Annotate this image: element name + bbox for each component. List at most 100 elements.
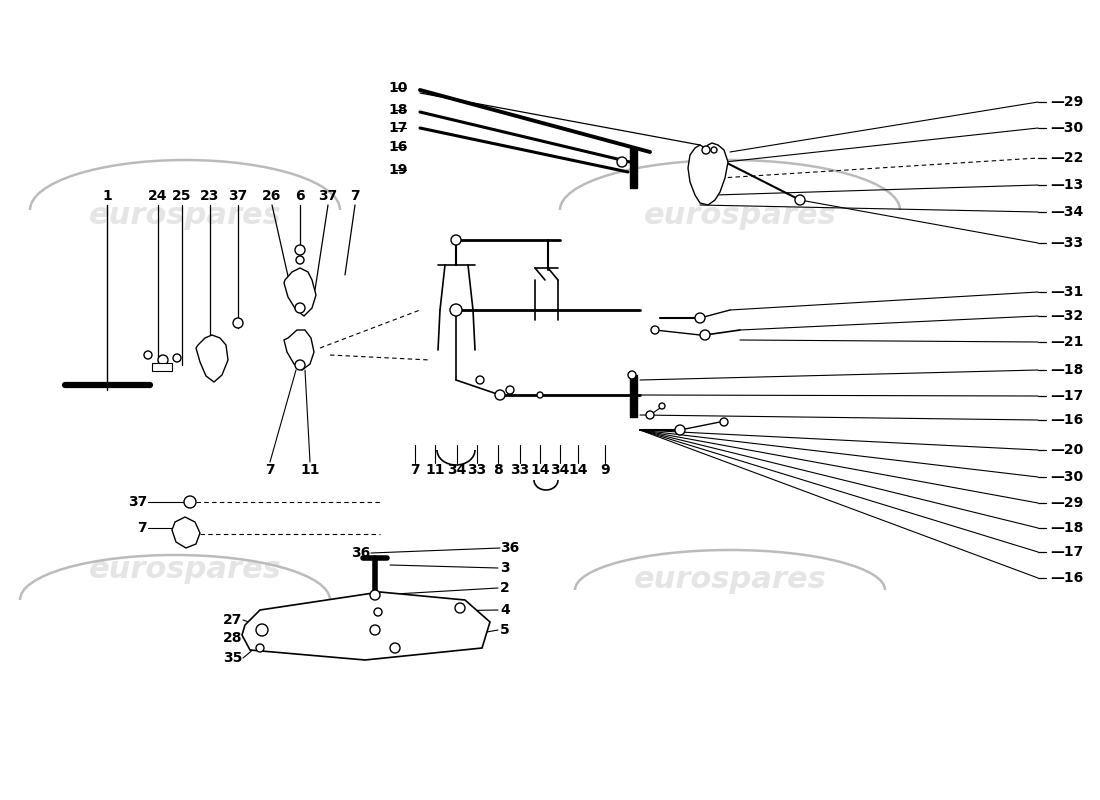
Circle shape xyxy=(144,351,152,359)
Text: 33: 33 xyxy=(510,463,529,477)
Text: 9: 9 xyxy=(601,463,609,477)
Text: 36: 36 xyxy=(500,541,519,555)
Circle shape xyxy=(296,256,304,264)
Circle shape xyxy=(256,624,268,636)
Text: 36: 36 xyxy=(351,546,370,560)
Polygon shape xyxy=(284,330,314,370)
Circle shape xyxy=(695,313,705,323)
Circle shape xyxy=(795,195,805,205)
Text: eurospares: eurospares xyxy=(634,566,826,594)
Circle shape xyxy=(476,376,484,384)
Circle shape xyxy=(233,318,243,328)
Circle shape xyxy=(370,590,379,600)
Circle shape xyxy=(374,608,382,616)
Circle shape xyxy=(537,392,543,398)
Circle shape xyxy=(495,390,505,400)
Text: —17: —17 xyxy=(1050,545,1084,559)
Text: —30: —30 xyxy=(1050,470,1084,484)
Text: —29: —29 xyxy=(1050,496,1084,510)
Text: 1: 1 xyxy=(102,189,112,203)
Text: 37: 37 xyxy=(128,495,147,509)
Text: 16: 16 xyxy=(388,140,408,154)
Circle shape xyxy=(295,245,305,255)
Text: 6: 6 xyxy=(295,189,305,203)
Circle shape xyxy=(295,303,305,313)
Circle shape xyxy=(702,146,710,154)
Text: eurospares: eurospares xyxy=(644,201,836,230)
Circle shape xyxy=(646,411,654,419)
Circle shape xyxy=(506,386,514,394)
Polygon shape xyxy=(196,335,228,382)
Text: —16: —16 xyxy=(1050,413,1084,427)
Circle shape xyxy=(720,418,728,426)
Text: eurospares: eurospares xyxy=(89,201,282,230)
Bar xyxy=(152,363,172,371)
Text: 4: 4 xyxy=(500,603,509,617)
Text: 11: 11 xyxy=(300,463,320,477)
Text: 14: 14 xyxy=(569,463,587,477)
Text: —29: —29 xyxy=(1050,95,1084,109)
Circle shape xyxy=(451,235,461,245)
Circle shape xyxy=(173,354,182,362)
Circle shape xyxy=(651,326,659,334)
Text: 27: 27 xyxy=(222,613,242,627)
Circle shape xyxy=(370,625,379,635)
Circle shape xyxy=(675,425,685,435)
Bar xyxy=(630,148,637,188)
Circle shape xyxy=(390,643,400,653)
Text: —33: —33 xyxy=(1050,236,1084,250)
Text: 34: 34 xyxy=(550,463,570,477)
Text: 35: 35 xyxy=(222,651,242,665)
Circle shape xyxy=(628,371,636,379)
Text: 19: 19 xyxy=(388,163,408,177)
Text: 18: 18 xyxy=(388,103,408,117)
Text: 5: 5 xyxy=(500,623,509,637)
Text: 34: 34 xyxy=(448,463,466,477)
Text: —18: —18 xyxy=(1050,363,1084,377)
Text: 3: 3 xyxy=(500,561,509,575)
Polygon shape xyxy=(688,143,728,205)
Text: —21: —21 xyxy=(1050,335,1084,349)
Bar xyxy=(630,375,637,417)
Text: —32: —32 xyxy=(1050,309,1084,323)
Circle shape xyxy=(659,403,666,409)
Text: 7: 7 xyxy=(350,189,360,203)
Circle shape xyxy=(295,360,305,370)
Circle shape xyxy=(256,644,264,652)
Polygon shape xyxy=(284,268,316,316)
Text: 11: 11 xyxy=(426,463,444,477)
Text: 14: 14 xyxy=(530,463,550,477)
Circle shape xyxy=(711,147,717,153)
Text: 7: 7 xyxy=(410,463,420,477)
Text: 28: 28 xyxy=(222,631,242,645)
Text: 37: 37 xyxy=(229,189,248,203)
Text: 17: 17 xyxy=(388,121,408,135)
Circle shape xyxy=(455,603,465,613)
Polygon shape xyxy=(242,592,490,660)
Polygon shape xyxy=(172,517,200,548)
Text: 8: 8 xyxy=(493,463,503,477)
Text: —31: —31 xyxy=(1050,285,1084,299)
Text: —20: —20 xyxy=(1050,443,1084,457)
Text: —30: —30 xyxy=(1050,121,1084,135)
Text: 7: 7 xyxy=(138,521,147,535)
Circle shape xyxy=(450,304,462,316)
Text: 7: 7 xyxy=(265,463,275,477)
Text: 23: 23 xyxy=(200,189,220,203)
Text: —18: —18 xyxy=(1050,521,1084,535)
Text: 33: 33 xyxy=(468,463,486,477)
Circle shape xyxy=(700,330,710,340)
Text: 25: 25 xyxy=(173,189,191,203)
Text: 24: 24 xyxy=(148,189,167,203)
Text: —16: —16 xyxy=(1050,571,1084,585)
Text: 2: 2 xyxy=(500,581,509,595)
Circle shape xyxy=(617,157,627,167)
Text: —17: —17 xyxy=(1050,389,1084,403)
Text: —34: —34 xyxy=(1050,205,1084,219)
Text: 10: 10 xyxy=(388,81,408,95)
Text: —13: —13 xyxy=(1050,178,1084,192)
Circle shape xyxy=(158,355,168,365)
Text: eurospares: eurospares xyxy=(89,555,282,585)
Text: —22: —22 xyxy=(1050,151,1084,165)
Circle shape xyxy=(184,496,196,508)
